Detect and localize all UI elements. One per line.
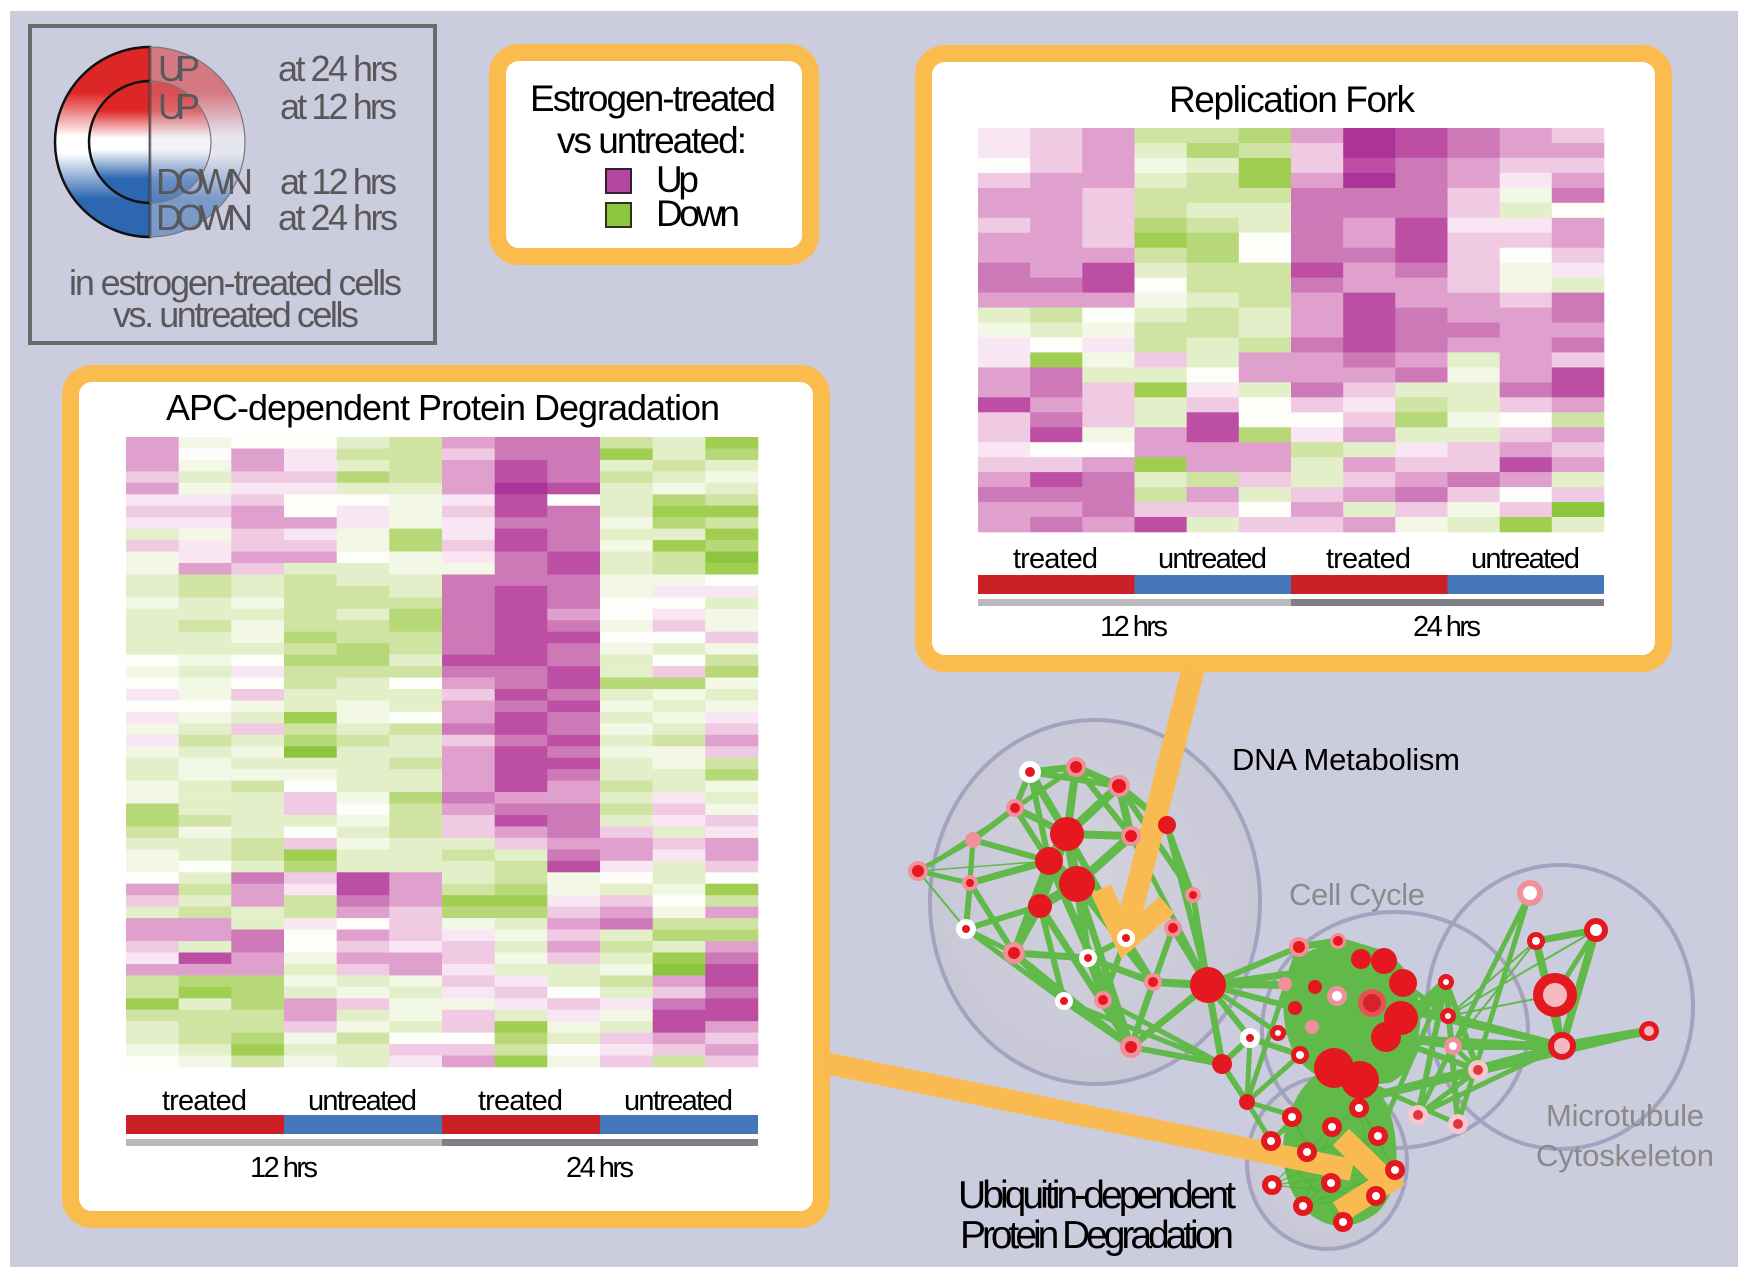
svg-text:UP: UP <box>158 86 200 127</box>
svg-text:Cell Cycle: Cell Cycle <box>1289 877 1425 912</box>
svg-text:treated: treated <box>1013 543 1098 575</box>
svg-text:at 12 hrs: at 12 hrs <box>280 161 397 202</box>
svg-text:at 24 hrs: at 24 hrs <box>278 197 398 238</box>
svg-text:UP: UP <box>158 48 200 89</box>
svg-text:vs. untreated cells: vs. untreated cells <box>113 294 359 335</box>
svg-text:DOWN: DOWN <box>156 161 253 202</box>
svg-text:Down: Down <box>656 193 740 234</box>
svg-text:APC-dependent Protein Degradat: APC-dependent Protein Degradation <box>166 387 720 428</box>
svg-text:Microtubule: Microtubule <box>1546 1098 1704 1133</box>
svg-text:vs untreated:: vs untreated: <box>557 120 747 161</box>
svg-text:untreated: untreated <box>308 1085 417 1117</box>
svg-text:24 hrs: 24 hrs <box>1413 611 1481 643</box>
svg-text:Estrogen-treated: Estrogen-treated <box>530 78 776 119</box>
svg-text:12 hrs: 12 hrs <box>250 1152 318 1184</box>
svg-text:untreated: untreated <box>1471 543 1580 575</box>
svg-text:untreated: untreated <box>1158 543 1267 575</box>
svg-text:at 24 hrs: at 24 hrs <box>278 48 398 89</box>
svg-text:Protein Degradation: Protein Degradation <box>960 1214 1234 1257</box>
svg-text:treated: treated <box>478 1085 563 1117</box>
svg-text:treated: treated <box>162 1085 247 1117</box>
svg-text:12 hrs: 12 hrs <box>1100 611 1168 643</box>
svg-text:treated: treated <box>1326 543 1411 575</box>
svg-text:Ubiquitin-dependent: Ubiquitin-dependent <box>958 1174 1236 1217</box>
svg-text:untreated: untreated <box>624 1085 733 1117</box>
svg-text:at 12 hrs: at 12 hrs <box>280 86 397 127</box>
svg-text:Replication Fork: Replication Fork <box>1169 79 1416 120</box>
svg-text:in estrogen-treated cells: in estrogen-treated cells <box>69 262 402 303</box>
svg-text:Up: Up <box>656 159 699 200</box>
svg-text:Cytoskeleton: Cytoskeleton <box>1536 1138 1714 1173</box>
svg-text:DNA Metabolism: DNA Metabolism <box>1232 742 1460 777</box>
svg-text:DOWN: DOWN <box>156 197 253 238</box>
svg-text:24 hrs: 24 hrs <box>566 1152 634 1184</box>
